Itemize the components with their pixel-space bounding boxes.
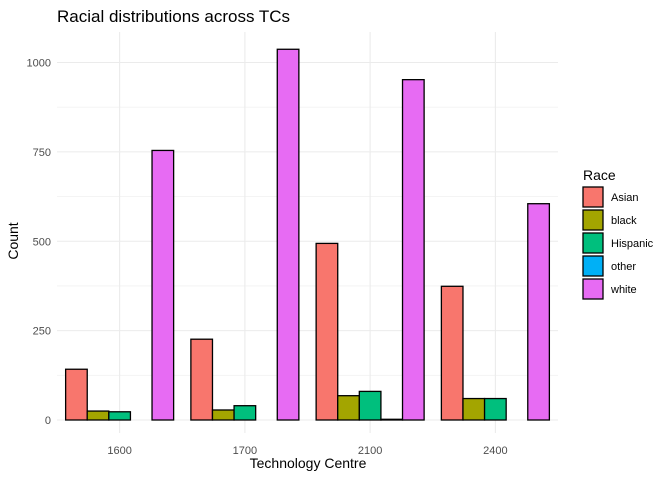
- legend-label-hispanic: Hispanic: [611, 238, 654, 250]
- legend-label-other: other: [611, 261, 636, 273]
- y-tick-label: 1000: [27, 58, 51, 70]
- bar-hispanic-2400: [483, 397, 507, 421]
- y-tick-label: 750: [33, 147, 51, 159]
- bar-asian-2400: [440, 285, 464, 421]
- bar-hispanic-1700: [233, 405, 257, 421]
- y-tick-label: 250: [33, 326, 51, 338]
- legend: Race Asian black Hispanic other white: [582, 167, 654, 300]
- gridlines: [57, 32, 558, 433]
- legend-label-black: black: [611, 215, 637, 227]
- legend-key-black: [582, 209, 604, 231]
- y-axis-ticks: 0 250 500 750 1000: [27, 58, 51, 428]
- bar-white-2100: [401, 79, 425, 421]
- x-tick-label: 1700: [233, 445, 257, 457]
- bar-asian-1600: [64, 368, 88, 421]
- legend-label-asian: Asian: [611, 192, 639, 204]
- bar-black-1700: [211, 409, 235, 421]
- bars: [64, 48, 551, 421]
- bar-white-1600: [151, 149, 175, 421]
- bar-white-2400: [527, 203, 551, 421]
- legend-key-hispanic: [582, 232, 604, 254]
- bar-white-1700: [276, 48, 300, 421]
- legend-label-white: white: [610, 284, 637, 296]
- x-axis-title: Technology Centre: [250, 455, 367, 471]
- bar-other-2100: [380, 418, 404, 421]
- x-tick-label: 2400: [483, 445, 507, 457]
- legend-key-asian: [582, 186, 604, 208]
- y-tick-label: 500: [33, 236, 51, 248]
- legend-key-white: [582, 278, 604, 300]
- bar-asian-2100: [315, 242, 339, 421]
- bar-black-2400: [462, 397, 486, 421]
- bar-black-2100: [337, 395, 360, 421]
- bar-hispanic-1600: [108, 411, 132, 421]
- y-axis-title: Count: [5, 222, 21, 259]
- bar-asian-1700: [190, 338, 214, 421]
- bar-black-1600: [86, 410, 110, 421]
- chart-title: Racial distributions across TCs: [57, 7, 290, 26]
- y-tick-label: 0: [45, 415, 51, 427]
- legend-title: Race: [583, 167, 616, 183]
- x-tick-label: 1600: [107, 445, 131, 457]
- bar-hispanic-2100: [358, 390, 382, 421]
- x-axis-ticks: 1600 1700 2100 2400: [107, 445, 507, 457]
- x-tick-label: 2100: [358, 445, 382, 457]
- legend-key-other: [582, 255, 604, 277]
